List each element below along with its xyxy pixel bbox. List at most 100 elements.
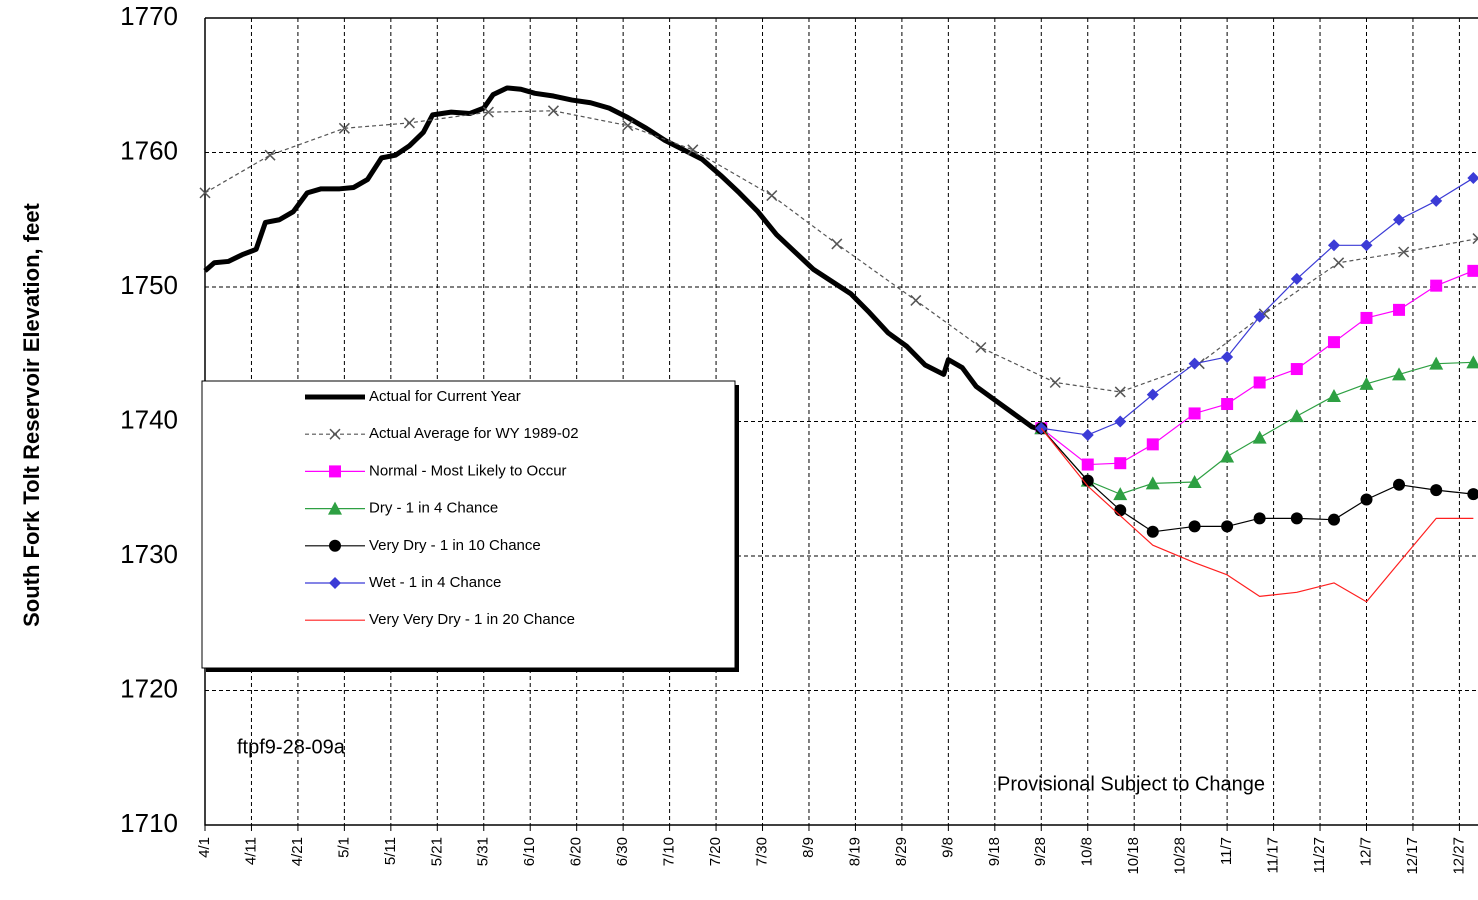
marker — [1393, 213, 1406, 226]
marker — [1327, 239, 1340, 252]
marker — [1221, 350, 1234, 363]
marker — [329, 539, 341, 552]
marker — [1289, 409, 1304, 423]
marker — [1114, 415, 1127, 428]
x-tick-label: 8/29 — [893, 837, 910, 866]
x-tick-label: 10/8 — [1079, 837, 1096, 866]
marker — [1430, 484, 1443, 497]
legend-label: Dry - 1 in 4 Chance — [369, 500, 498, 517]
marker — [1114, 386, 1126, 398]
marker — [1359, 376, 1374, 390]
marker — [1467, 488, 1478, 501]
x-tick-label: 6/20 — [568, 837, 585, 866]
marker — [1188, 407, 1201, 420]
marker — [1188, 357, 1201, 370]
marker — [1221, 398, 1234, 411]
x-tick-label: 12/17 — [1404, 837, 1421, 875]
marker — [1467, 172, 1478, 185]
marker — [1466, 355, 1478, 369]
marker — [1430, 279, 1443, 292]
x-tick-label: 9/18 — [986, 837, 1003, 866]
marker — [1113, 487, 1128, 501]
marker — [1114, 457, 1127, 470]
annotation: Provisional Subject to Change — [997, 773, 1265, 795]
x-tick-label: 5/21 — [428, 837, 445, 866]
y-tick-label: 1760 — [120, 135, 178, 165]
marker — [1081, 428, 1094, 441]
marker — [975, 341, 987, 354]
marker — [1393, 478, 1406, 491]
marker — [1221, 520, 1234, 533]
marker — [338, 122, 350, 134]
x-tick-label: 10/28 — [1172, 837, 1189, 875]
legend-label: Normal - Most Likely to Occur — [369, 462, 567, 479]
legend-label: Very Dry - 1 in 10 Chance — [369, 537, 541, 554]
marker — [1049, 376, 1061, 389]
marker — [1467, 264, 1478, 277]
marker — [403, 117, 415, 129]
marker — [1114, 504, 1127, 517]
x-tick-label: 11/7 — [1218, 837, 1235, 865]
marker — [1327, 513, 1340, 526]
plot-frame — [204, 17, 1478, 826]
marker — [1290, 363, 1303, 376]
marker — [1429, 356, 1444, 370]
x-tick-label: 4/21 — [289, 837, 306, 866]
marker — [1290, 272, 1303, 285]
marker — [1220, 449, 1235, 463]
marker — [1360, 239, 1373, 252]
marker — [264, 149, 276, 161]
marker — [329, 428, 341, 440]
marker — [1187, 475, 1202, 489]
y-tick-label: 1710 — [120, 808, 178, 838]
x-tick-label: 7/30 — [753, 837, 770, 866]
x-tick-label: 9/8 — [939, 837, 956, 858]
x-tick-label: 11/27 — [1311, 837, 1328, 873]
y-tick-label: 1740 — [120, 404, 178, 434]
x-tick-label: 5/11 — [382, 837, 399, 865]
x-tick-label: 12/27 — [1450, 837, 1467, 875]
marker — [329, 465, 341, 478]
marker — [1472, 233, 1478, 245]
marker — [1146, 438, 1159, 451]
marker — [622, 120, 634, 132]
legend-box — [201, 380, 736, 669]
y-axis-label: South Fork Tolt Reservoir Elevation, fee… — [19, 202, 44, 626]
series-line — [203, 85, 1042, 432]
marker — [482, 106, 494, 118]
x-tick-label: 4/1 — [196, 837, 213, 858]
marker — [1327, 336, 1340, 349]
marker — [1081, 458, 1094, 471]
y-tick-label: 1720 — [120, 673, 178, 703]
x-tick-label: 7/20 — [707, 837, 724, 866]
legend: Actual for Current Year Actual Average fo… — [201, 380, 739, 672]
marker — [1253, 512, 1266, 525]
y-tick-label: 1770 — [120, 1, 178, 31]
marker — [1398, 246, 1410, 258]
y-tick-label: 1750 — [120, 270, 178, 300]
marker — [328, 501, 342, 515]
marker — [1430, 194, 1443, 207]
legend-label: Actual for Current Year — [369, 388, 521, 405]
legend-label: Very Very Dry - 1 in 20 Chance — [369, 611, 575, 628]
x-tick-label: 8/19 — [846, 837, 863, 866]
marker — [1253, 376, 1266, 389]
marker — [1333, 257, 1345, 269]
x-tick-label: 5/31 — [475, 837, 492, 866]
x-tick-label: 9/28 — [1032, 837, 1049, 866]
marker — [1360, 493, 1373, 506]
legend-label: Actual Average for WY 1989-02 — [369, 425, 579, 442]
marker — [1290, 512, 1303, 525]
marker — [687, 144, 699, 156]
x-tick-label: 11/17 — [1265, 837, 1282, 873]
marker — [1392, 367, 1407, 381]
x-tick-label: 6/10 — [521, 837, 538, 866]
marker — [1360, 311, 1373, 324]
marker — [910, 294, 922, 306]
x-tick-label: 5/1 — [335, 837, 352, 858]
marker — [199, 187, 211, 199]
x-tick-label: 12/7 — [1357, 837, 1374, 866]
marker — [831, 238, 843, 250]
marker — [1326, 388, 1341, 402]
